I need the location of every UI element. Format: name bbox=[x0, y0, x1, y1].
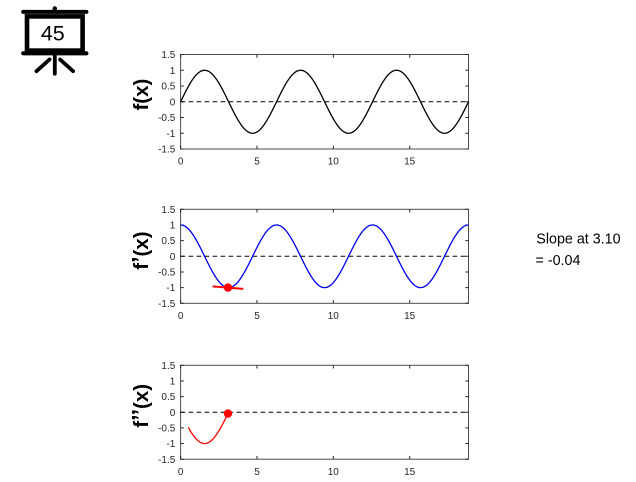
svg-text:-0.5: -0.5 bbox=[158, 424, 176, 435]
svg-text:1: 1 bbox=[170, 221, 176, 232]
svg-text:5: 5 bbox=[254, 467, 260, 478]
svg-text:0: 0 bbox=[178, 157, 184, 168]
svg-text:10: 10 bbox=[328, 157, 340, 168]
svg-text:0.5: 0.5 bbox=[161, 392, 175, 403]
svg-text:1.5: 1.5 bbox=[161, 205, 175, 216]
svg-text:45: 45 bbox=[41, 22, 65, 46]
svg-text:15: 15 bbox=[404, 157, 416, 168]
svg-text:-0.5: -0.5 bbox=[158, 113, 176, 124]
svg-text:= -0.04: = -0.04 bbox=[536, 253, 581, 269]
svg-text:0: 0 bbox=[170, 252, 176, 263]
svg-text:1.5: 1.5 bbox=[161, 361, 175, 372]
svg-text:0: 0 bbox=[170, 97, 176, 108]
svg-text:5: 5 bbox=[254, 311, 260, 322]
svg-text:0.5: 0.5 bbox=[161, 82, 175, 93]
svg-text:-1: -1 bbox=[166, 283, 175, 294]
svg-text:15: 15 bbox=[404, 467, 416, 478]
svg-text:5: 5 bbox=[254, 157, 260, 168]
svg-text:1.5: 1.5 bbox=[161, 50, 175, 61]
svg-text:-1: -1 bbox=[166, 129, 175, 140]
svg-text:15: 15 bbox=[404, 311, 416, 322]
svg-text:0.5: 0.5 bbox=[161, 236, 175, 247]
svg-text:0: 0 bbox=[178, 311, 184, 322]
svg-text:1: 1 bbox=[170, 66, 176, 77]
svg-text:f’’(x): f’’(x) bbox=[127, 384, 153, 428]
svg-text:f’(x): f’(x) bbox=[127, 231, 153, 269]
svg-text:1: 1 bbox=[170, 377, 176, 388]
svg-text:0: 0 bbox=[178, 467, 184, 478]
svg-text:-1.5: -1.5 bbox=[158, 455, 176, 466]
svg-text:-1: -1 bbox=[166, 439, 175, 450]
svg-text:Slope at 3.10: Slope at 3.10 bbox=[536, 232, 620, 248]
svg-text:-1.5: -1.5 bbox=[158, 145, 176, 156]
svg-text:10: 10 bbox=[328, 311, 340, 322]
svg-text:10: 10 bbox=[328, 467, 340, 478]
svg-text:-0.5: -0.5 bbox=[158, 268, 176, 279]
svg-text:f(x): f(x) bbox=[130, 79, 153, 111]
svg-text:-1.5: -1.5 bbox=[158, 299, 176, 310]
svg-text:0: 0 bbox=[170, 408, 176, 419]
